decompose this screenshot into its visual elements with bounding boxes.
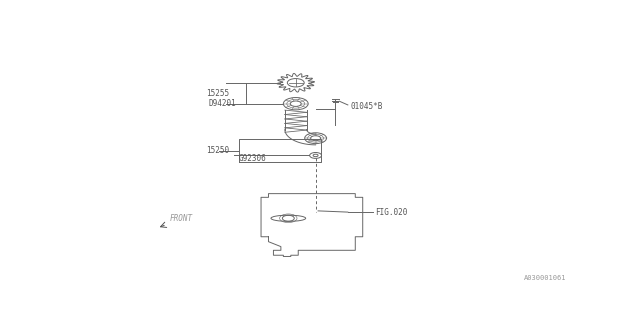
Text: FRONT: FRONT: [169, 214, 193, 223]
Text: G92306: G92306: [239, 154, 266, 163]
Text: 15255: 15255: [207, 89, 230, 98]
Text: 01045*B: 01045*B: [350, 102, 383, 111]
Text: FIG.020: FIG.020: [375, 208, 408, 217]
Text: A030001061: A030001061: [524, 275, 566, 281]
Text: D94201: D94201: [209, 99, 237, 108]
Text: 15250: 15250: [207, 146, 230, 155]
